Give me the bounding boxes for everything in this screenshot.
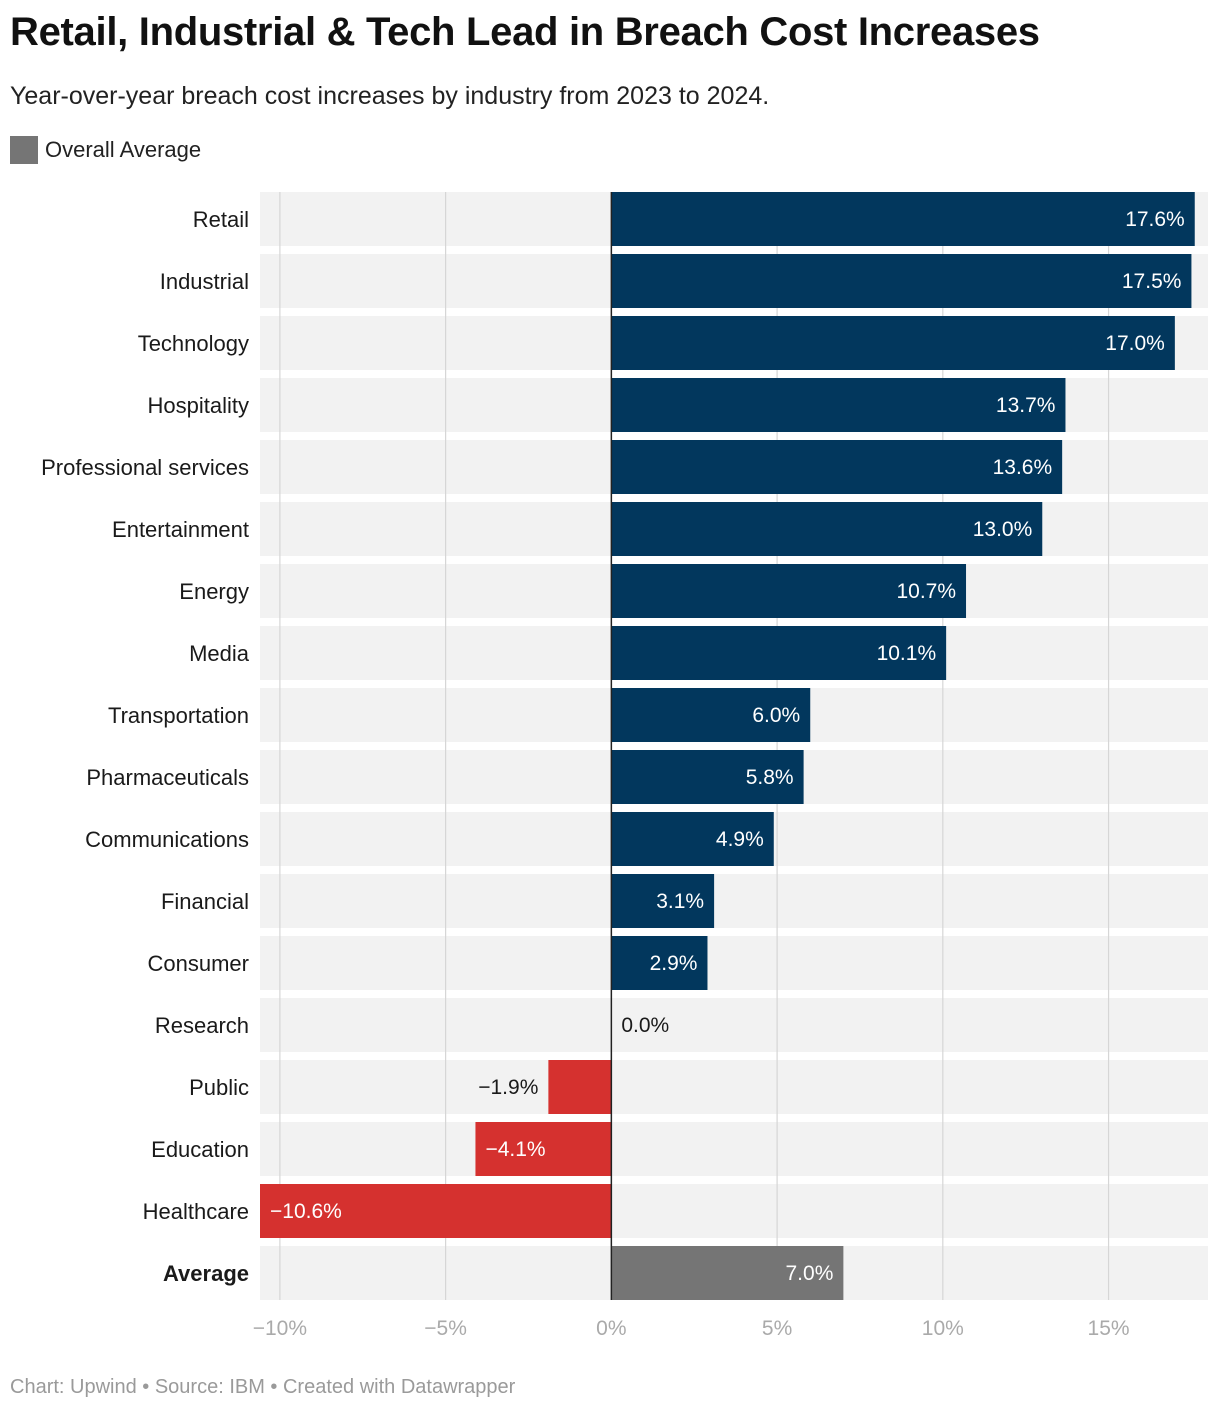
category-label-consumer: Consumer [148, 951, 249, 976]
category-label-financial: Financial [161, 889, 249, 914]
value-label-retail: 17.6% [1125, 208, 1185, 231]
bar-retail [611, 192, 1195, 246]
value-label-industrial: 17.5% [1122, 270, 1182, 293]
category-label-education: Education [151, 1137, 249, 1162]
bar-hospitality [611, 378, 1066, 432]
value-label-media: 10.1% [877, 642, 937, 665]
bar-healthcare [260, 1184, 612, 1238]
category-label-pharmaceuticals: Pharmaceuticals [86, 765, 249, 790]
category-label-average: Average [163, 1261, 249, 1286]
legend: Overall Average [10, 136, 201, 164]
value-label-healthcare: −10.6% [270, 1200, 342, 1223]
category-label-public: Public [189, 1075, 249, 1100]
value-label-communications: 4.9% [716, 828, 764, 851]
row-background-financial [260, 874, 1208, 928]
bar-professional-services [611, 440, 1063, 494]
value-label-education: −4.1% [485, 1138, 545, 1161]
row-background-public [260, 1060, 1208, 1114]
category-label-retail: Retail [193, 207, 249, 232]
row-background-education [260, 1122, 1208, 1176]
x-tick-label-0: 0% [596, 1317, 626, 1340]
category-label-hospitality: Hospitality [148, 393, 249, 418]
bar-financial [611, 874, 715, 928]
value-label-financial: 3.1% [656, 890, 704, 913]
chart-title: Retail, Industrial & Tech Lead in Breach… [10, 10, 1040, 54]
value-label-research: 0.0% [621, 1014, 669, 1037]
legend-swatch-overall-average [10, 136, 38, 164]
bar-media [611, 626, 947, 680]
category-label-energy: Energy [179, 579, 249, 604]
value-label-technology: 17.0% [1105, 332, 1165, 355]
x-tick-label-minus-10: −10% [253, 1317, 307, 1340]
category-label-transportation: Transportation [108, 703, 249, 728]
bar-communications [611, 812, 774, 866]
x-tick-label-15: 15% [1088, 1317, 1130, 1340]
category-label-healthcare: Healthcare [143, 1199, 249, 1224]
x-tick-label-10: 10% [922, 1317, 964, 1340]
value-label-professional-services: 13.6% [993, 456, 1053, 479]
chart-subtitle: Year-over-year breach cost increases by … [10, 82, 770, 110]
category-label-technology: Technology [138, 331, 249, 356]
bar-consumer [611, 936, 708, 990]
legend-label: Overall Average [45, 137, 202, 162]
value-label-transportation: 6.0% [752, 704, 800, 727]
category-label-communications: Communications [85, 827, 249, 852]
category-label-research: Research [155, 1013, 249, 1038]
bar-entertainment [611, 502, 1043, 556]
row-background-consumer [260, 936, 1208, 990]
value-label-hospitality: 13.7% [996, 394, 1056, 417]
bar-pharmaceuticals [611, 750, 804, 804]
x-tick-label-minus-5: −5% [424, 1317, 467, 1340]
bar-public [548, 1060, 612, 1114]
bar-average [611, 1246, 844, 1300]
bar-transportation [611, 688, 811, 742]
chart-footer: Chart: Upwind • Source: IBM • Created wi… [10, 1376, 516, 1398]
category-label-media: Media [189, 641, 250, 666]
value-label-average: 7.0% [786, 1262, 834, 1285]
value-label-public: −1.9% [478, 1076, 538, 1099]
category-label-entertainment: Entertainment [112, 517, 249, 542]
bar-technology [611, 316, 1175, 370]
row-background-research [260, 998, 1208, 1052]
value-label-energy: 10.7% [896, 580, 956, 603]
category-label-industrial: Industrial [160, 269, 249, 294]
bar-energy [611, 564, 967, 618]
x-tick-label-5: 5% [762, 1317, 792, 1340]
value-label-entertainment: 13.0% [973, 518, 1033, 541]
value-label-pharmaceuticals: 5.8% [746, 766, 794, 789]
bar-industrial [611, 254, 1192, 308]
category-label-professional-services: Professional services [41, 455, 249, 480]
bar-chart: Retail 17.6% Industrial 17.5% Technology 17.0… [41, 192, 1208, 1340]
value-label-consumer: 2.9% [650, 952, 698, 975]
bar-education [475, 1122, 612, 1176]
